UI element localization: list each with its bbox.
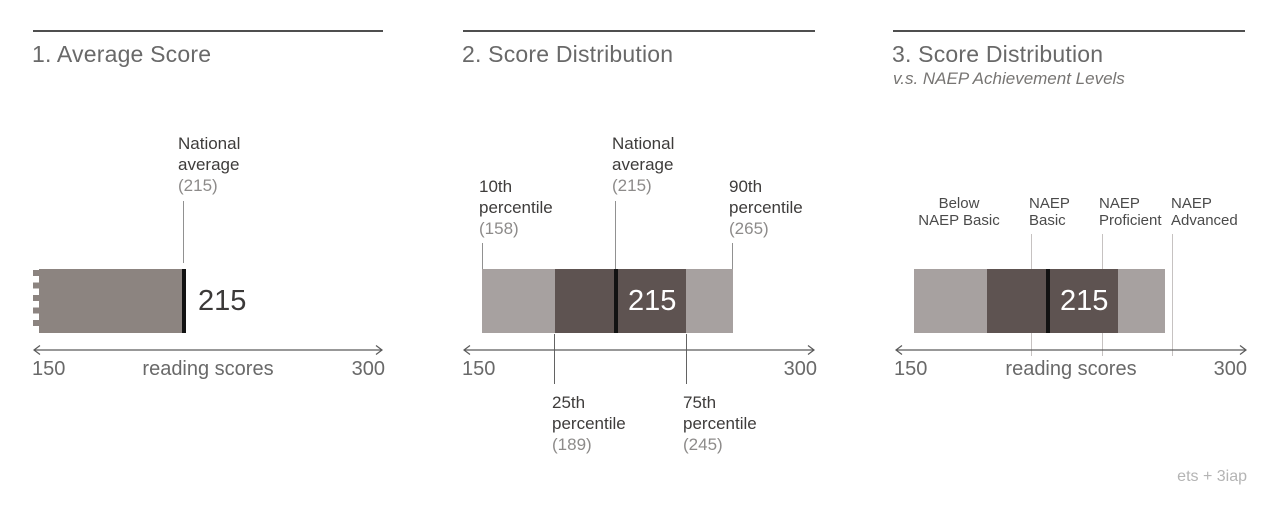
naep-advanced-label: NAEP Advanced	[1171, 195, 1238, 229]
annotation-value: (158)	[479, 219, 519, 238]
annotation-line-2: percentile	[479, 198, 553, 217]
panel-2-bar-segment-p25-p75	[554, 269, 686, 333]
panel-2-p90-annotation: 90th percentile (265)	[729, 176, 803, 239]
annotation-line-1: National	[612, 134, 675, 153]
panel-2-average-callout-line	[615, 201, 616, 269]
panel-1-bar-value-label: 215	[198, 285, 247, 317]
panel-3-divider	[893, 30, 1245, 32]
panel-3-average-marker-line	[1045, 269, 1050, 333]
level-label-line-2: Basic	[1029, 212, 1066, 229]
panel-1-title: 1. Average Score	[32, 41, 212, 67]
panel-2-p10-annotation: 10th percentile (158)	[479, 176, 553, 239]
panel-2-axis-min-label: 150	[462, 358, 496, 380]
panel-1-average-marker-line	[182, 269, 186, 333]
annotation-line-1: 10th	[479, 177, 513, 196]
annotation-line-1: 75th	[683, 393, 717, 412]
level-label-line-1: NAEP	[1171, 195, 1212, 212]
annotation-value: (215)	[178, 176, 218, 195]
annotation-line-2: average	[612, 155, 674, 174]
naep-advanced-threshold-line	[1172, 234, 1173, 356]
panel-2-axis-max-label: 300	[783, 358, 817, 380]
annotation-line-2: percentile	[683, 414, 757, 433]
panel-1-divider	[33, 30, 383, 32]
level-label-line-2: Advanced	[1171, 212, 1238, 229]
level-label-line-2: Proficient	[1099, 212, 1162, 229]
annotation-line-2: percentile	[552, 414, 626, 433]
panel-2-p75-annotation: 75th percentile (245)	[683, 392, 757, 455]
panel-3-x-axis	[895, 345, 1247, 355]
level-label-line-2: NAEP Basic	[918, 212, 1000, 229]
annotation-line-2: percentile	[729, 198, 803, 217]
axis-right-arrow-icon	[375, 345, 383, 355]
panel-1-national-average-annotation: National average (215)	[178, 133, 240, 196]
panel-2-p90-callout-line	[732, 243, 733, 269]
annotation-value: (215)	[612, 176, 652, 195]
panel-3-title: 3. Score Distribution	[892, 41, 1104, 67]
axis-right-arrow-icon	[1239, 345, 1247, 355]
panel-2-title: 2. Score Distribution	[462, 41, 674, 67]
naep-proficient-label: NAEP Proficient	[1099, 195, 1162, 229]
annotation-line-1: 25th	[552, 393, 586, 412]
level-label-line-1: Below	[938, 195, 980, 212]
annotation-value: (265)	[729, 219, 769, 238]
axis-left-arrow-icon	[463, 345, 471, 355]
panel-3-bar-value-label: 215	[1060, 285, 1109, 317]
panel-2-p25-annotation: 25th percentile (189)	[552, 392, 626, 455]
naep-basic-label: NAEP Basic	[1029, 195, 1070, 229]
panel-2-bar-value-label: 215	[628, 285, 677, 317]
panel-3-subtitle: v.s. NAEP Achievement Levels	[893, 69, 1125, 88]
level-label-line-1: NAEP	[1099, 195, 1140, 212]
panel-2-bar-segment-p75-p90	[686, 269, 733, 333]
panel-1-x-axis	[33, 345, 383, 355]
panel-3-axis-title: reading scores	[1005, 358, 1137, 380]
annotation-value: (245)	[683, 435, 723, 454]
credit-text: ets + 3iap	[1177, 468, 1247, 485]
panel-3-bar-segment-p25-p75	[986, 269, 1118, 333]
panel-3-bar-segment-p10-p25	[914, 269, 987, 333]
panel-1-axis-min-label: 150	[32, 358, 66, 380]
panel-2-x-axis	[463, 345, 815, 355]
panel-3-bar-segment-p75-p90	[1118, 269, 1165, 333]
annotation-line-2: average	[178, 155, 240, 174]
level-label-line-1: NAEP	[1029, 195, 1070, 212]
panel-1-axis-title: reading scores	[142, 358, 274, 380]
axis-left-arrow-icon	[33, 345, 41, 355]
panel-2-p25-callout-line	[554, 334, 555, 384]
axis-right-arrow-icon	[807, 345, 815, 355]
annotation-value: (189)	[552, 435, 592, 454]
panel-3-axis-max-label: 300	[1213, 358, 1247, 380]
naep-below-basic-label: Below NAEP Basic	[911, 195, 1007, 229]
panel-2-p10-callout-line	[482, 243, 483, 269]
panel-2-bar-segment-p10-p25	[482, 269, 555, 333]
panel-2-average-marker-line	[613, 269, 618, 333]
axis-left-arrow-icon	[895, 345, 903, 355]
panel-3-axis-min-label: 150	[894, 358, 928, 380]
panel-2-divider	[463, 30, 815, 32]
annotation-line-1: National	[178, 134, 241, 153]
annotation-line-1: 90th	[729, 177, 763, 196]
panel-2-national-average-annotation: National average (215)	[612, 133, 674, 196]
panel-1-annotation-callout-line	[183, 201, 184, 263]
panel-2-p75-callout-line	[685, 334, 687, 384]
panel-1-axis-max-label: 300	[351, 358, 385, 380]
panel-1-score-bar	[33, 269, 182, 333]
